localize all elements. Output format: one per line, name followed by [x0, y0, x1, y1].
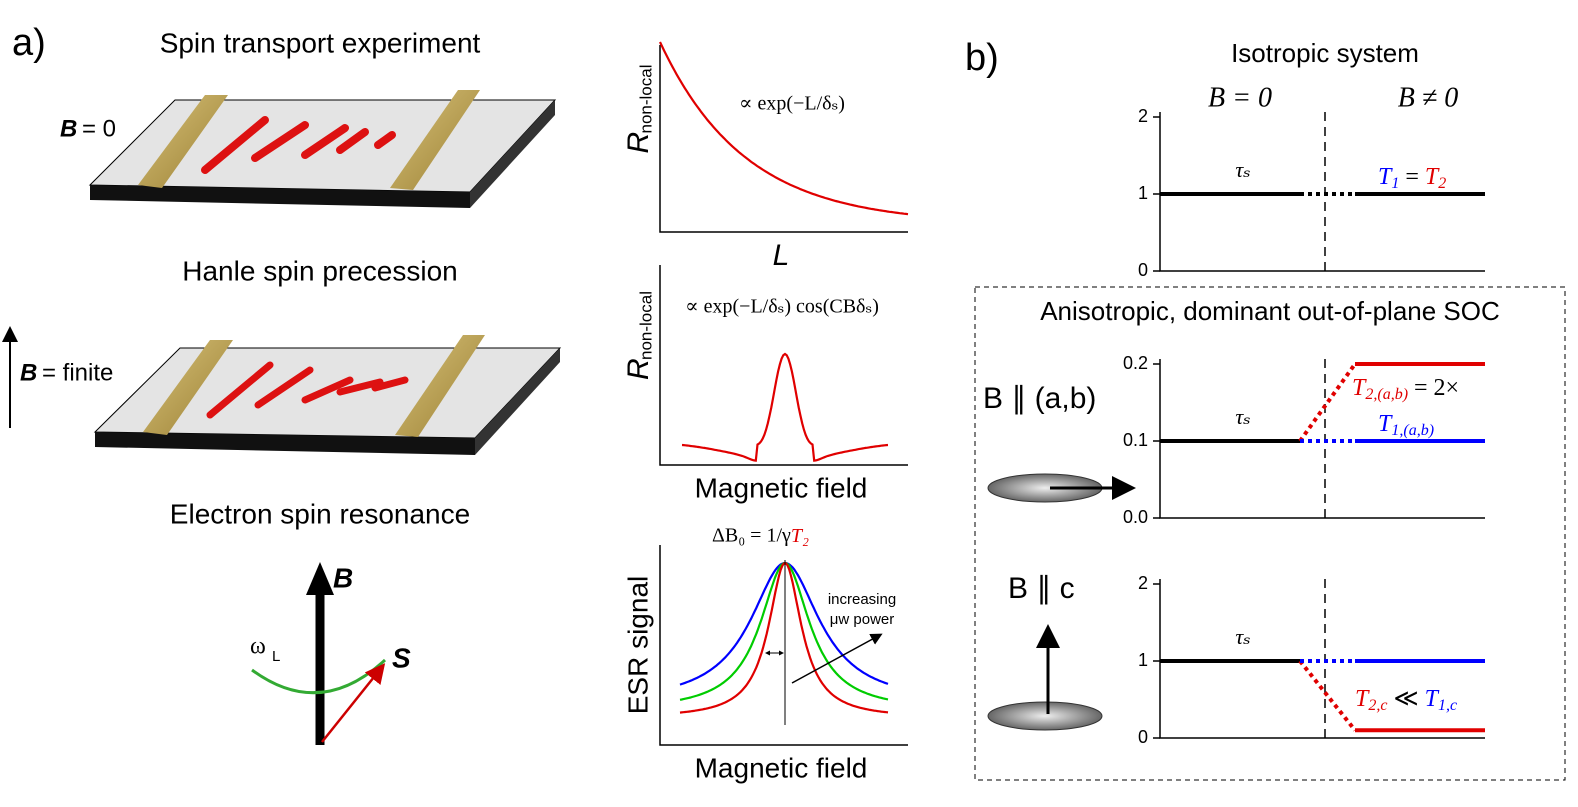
label-part: T	[1355, 686, 1370, 712]
x-label: Magnetic field	[695, 472, 868, 503]
annotation: μw power	[830, 611, 895, 628]
formula: ∝ exp(−L/δₛ)	[739, 93, 845, 115]
panel-title: Isotropic system	[1231, 38, 1419, 68]
label-part: ≪	[1387, 686, 1424, 712]
level-label: T2,(a,b)​ = 2×	[1352, 375, 1459, 403]
curve	[681, 352, 889, 462]
device-2	[2, 326, 562, 455]
level-label: T2,c​ ≪ T1,c​	[1355, 686, 1457, 714]
y-tick-label: 1	[1138, 650, 1148, 670]
label-part: = 2×	[1408, 375, 1459, 401]
y-tick-label: 1	[1138, 183, 1148, 203]
header: B = 0	[1208, 82, 1272, 113]
condition: B ∥ c	[1008, 572, 1075, 605]
y-tick-label: 2	[1138, 106, 1148, 126]
axes	[659, 545, 908, 746]
label-part: T	[1425, 164, 1440, 190]
vector-label: B	[333, 562, 353, 593]
curve	[679, 562, 889, 714]
y-label-sub: non-local	[636, 65, 655, 134]
y-tick-label: 0	[1138, 727, 1148, 747]
panel-label: b)	[965, 37, 999, 79]
y-tick-label: 0.2	[1123, 353, 1148, 373]
device-1	[88, 90, 557, 208]
vector-label: L	[272, 648, 280, 665]
panel-label: a)	[12, 22, 46, 64]
formula: ∝ exp(−L/δₛ) cos(CBδₛ)	[685, 296, 879, 318]
axes	[1159, 112, 1485, 272]
level-label: τₛ	[1235, 157, 1250, 182]
y-tick-label: 0	[1138, 260, 1148, 280]
vector-label: S	[392, 642, 411, 673]
section-title: Hanle spin precession	[182, 255, 458, 286]
label-part: T	[1378, 411, 1393, 437]
esr-vectors	[251, 562, 387, 745]
label-sub: 1,c	[1438, 697, 1457, 714]
field-symbol: B	[60, 115, 77, 142]
label-sub: 2,c	[1368, 697, 1387, 714]
axes	[659, 45, 908, 233]
field-text: = 0	[82, 115, 116, 142]
x-label: Magnetic field	[695, 752, 868, 783]
level-label: τₛ	[1235, 624, 1250, 649]
axes	[659, 265, 908, 466]
label-sub: 1	[1391, 175, 1399, 192]
power-arrow	[791, 633, 883, 684]
b-frame	[974, 286, 1566, 781]
curve	[659, 41, 909, 216]
box-title: Anisotropic, dominant out-of-plane SOC	[1040, 296, 1500, 326]
y-label: R	[622, 132, 655, 154]
level-label: T1,(a,b)​	[1378, 411, 1434, 439]
y-label: ESR signal	[622, 576, 653, 715]
y-label-sub: non-local	[636, 291, 655, 360]
label-sub: 2	[1438, 175, 1446, 192]
y-tick-label: 0.1	[1123, 430, 1148, 450]
condition: B ∥ (a,b)	[983, 382, 1096, 415]
transition	[1298, 659, 1357, 732]
label-part: T	[1425, 686, 1440, 712]
transition	[1298, 362, 1357, 443]
formula-red: T₂	[791, 525, 809, 547]
vector-label: ω	[250, 634, 266, 660]
label-part: T	[1378, 164, 1393, 190]
level-label: τₛ	[1235, 404, 1250, 429]
formula: ΔB₀ = 1/γT₂	[712, 525, 809, 547]
y-label: R	[622, 358, 655, 380]
y-tick-label: 0.0	[1123, 507, 1148, 527]
field-text: = finite	[42, 359, 113, 386]
level-label: T1​ = T2​	[1378, 164, 1446, 192]
field-symbol: B	[20, 359, 37, 386]
curve	[679, 561, 889, 701]
x-label: L	[773, 239, 790, 272]
axes	[1159, 579, 1485, 739]
section-title: Spin transport experiment	[160, 27, 481, 58]
label-part: =	[1399, 164, 1425, 190]
label-part: T	[1352, 375, 1367, 401]
header: B ≠ 0	[1398, 82, 1458, 113]
y-tick-label: 2	[1138, 573, 1148, 593]
label-sub: 2,(a,b)	[1365, 386, 1408, 403]
annotation: increasing	[828, 591, 896, 608]
label-sub: 1,(a,b)	[1391, 422, 1434, 439]
section-title: Electron spin resonance	[170, 498, 470, 529]
